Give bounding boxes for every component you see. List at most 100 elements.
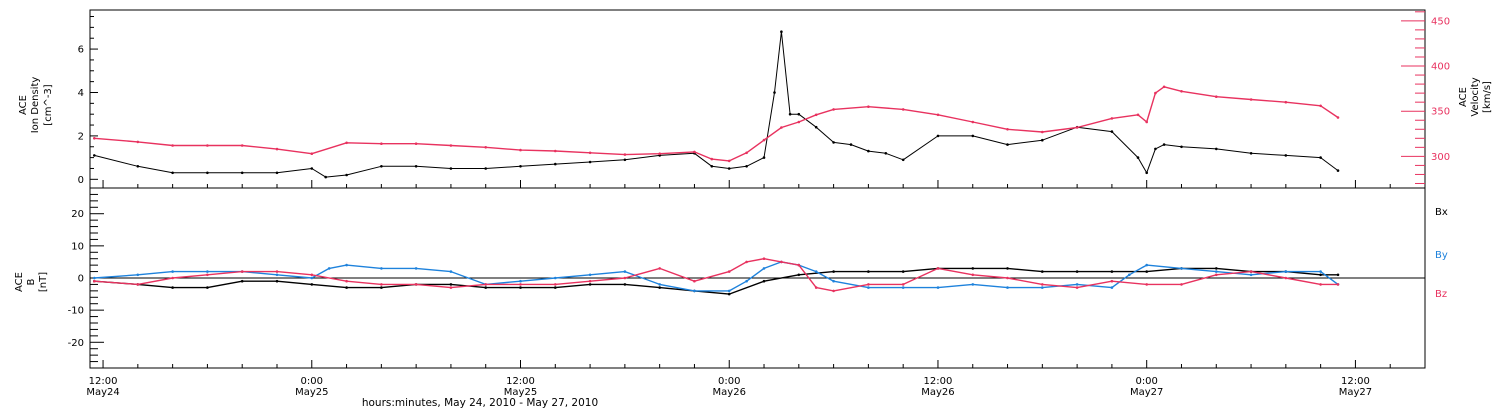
time-axis-title: hours:minutes, May 24, 2010 - May 27, 20… <box>362 397 598 409</box>
density-point <box>588 160 592 164</box>
density-point <box>1154 147 1157 151</box>
velocity-tick-label: 450 <box>1431 16 1450 27</box>
bx-point <box>797 273 801 277</box>
bz-point <box>901 283 905 286</box>
bz-line <box>94 258 1338 292</box>
bx-point <box>1041 270 1044 273</box>
by-point <box>745 279 748 283</box>
bz-point <box>623 276 627 280</box>
by-point <box>658 283 661 286</box>
density-point <box>1136 156 1140 159</box>
day-tick-label: May25 <box>504 387 537 398</box>
bz-point <box>1110 279 1114 283</box>
bz-point <box>797 263 801 267</box>
density-point <box>710 165 714 168</box>
by-point <box>1215 270 1218 273</box>
bx-point <box>1215 267 1218 270</box>
density-tick-label: 6 <box>78 45 84 56</box>
field-legend: Bx By Bz <box>1435 207 1448 300</box>
field-axis-label-2: B <box>26 278 37 285</box>
by-point <box>1041 286 1044 289</box>
by-point <box>345 263 348 267</box>
bx-point <box>901 270 905 273</box>
bz-point <box>693 279 696 283</box>
velocity-point <box>658 152 661 155</box>
bz-point <box>1336 283 1340 286</box>
velocity-point <box>901 108 905 111</box>
density-point <box>971 134 975 138</box>
bz-point <box>345 279 348 283</box>
density-point <box>797 112 801 116</box>
velocity-point <box>1154 91 1157 95</box>
bz-point <box>93 279 96 283</box>
by-point <box>1006 286 1009 289</box>
by-point <box>414 267 418 270</box>
density-point <box>1041 138 1044 142</box>
density-point <box>206 171 209 175</box>
by-point <box>310 276 314 280</box>
velocity-point <box>1249 98 1253 101</box>
field-axis-label-1: ACE <box>14 272 25 292</box>
by-point <box>971 283 975 286</box>
legend-by: By <box>1435 250 1448 261</box>
field-tick-label: 0 <box>78 274 84 285</box>
velocity-point <box>710 157 714 161</box>
velocity-axis-label-1: ACE <box>1458 87 1469 107</box>
density-point <box>1284 154 1288 157</box>
velocity-point <box>380 142 383 145</box>
bz-point <box>519 283 522 286</box>
density-point <box>623 158 627 162</box>
bz-point <box>1284 276 1288 280</box>
plasma-panel: 0 2 4 6 300 350 400 450 ACE Ion Density [cm^-3… <box>18 9 1493 189</box>
by-point <box>519 279 522 283</box>
bz-point <box>1319 283 1322 286</box>
velocity-line <box>94 86 1339 162</box>
bx-point <box>345 286 348 289</box>
by-point <box>1075 283 1079 286</box>
density-point <box>1006 143 1009 146</box>
density-point <box>380 165 383 168</box>
bz-point <box>380 283 383 286</box>
velocity-tick-label: 350 <box>1431 107 1450 118</box>
density-point <box>1145 171 1148 175</box>
by-point <box>380 267 383 270</box>
velocity-point <box>206 144 209 147</box>
density-point <box>1249 152 1253 155</box>
bx-point <box>727 292 731 296</box>
by-point <box>1110 286 1114 289</box>
velocity-point <box>1284 100 1288 104</box>
bz-point <box>414 283 418 286</box>
time-tick-label: 12:00 <box>1341 376 1370 387</box>
velocity-point <box>275 147 279 151</box>
velocity-point <box>1336 116 1340 119</box>
by-point <box>1180 267 1183 270</box>
field-tick-label: 20 <box>71 209 84 220</box>
bx-point <box>310 283 314 286</box>
density-tick-label: 2 <box>78 131 84 142</box>
by-point <box>936 286 940 289</box>
time-tick-label: 0:00 <box>301 376 323 387</box>
day-tick-label: May24 <box>86 387 119 398</box>
bz-point <box>936 267 940 270</box>
by-point <box>554 276 557 280</box>
field-panel: -20 -10 0 10 20 Bx By Bz ACE B [nT] <box>14 187 1448 369</box>
velocity-point <box>727 159 731 163</box>
density-point <box>884 152 888 155</box>
density-point <box>449 167 453 170</box>
velocity-point <box>93 137 96 140</box>
bz-point <box>832 289 835 293</box>
bz-point <box>310 273 314 277</box>
density-point <box>275 171 279 175</box>
time-tick-label: 12:00 <box>924 376 953 387</box>
field-tick-label: -20 <box>68 338 84 349</box>
density-point <box>867 149 870 153</box>
velocity-point <box>867 105 870 108</box>
density-point <box>345 173 348 177</box>
density-point <box>1110 130 1114 133</box>
bx-point <box>832 270 835 273</box>
by-point <box>1249 273 1253 277</box>
bx-point <box>380 286 383 289</box>
velocity-point <box>1180 90 1183 93</box>
time-tick-label: 12:00 <box>506 376 535 387</box>
bx-point <box>554 286 557 289</box>
